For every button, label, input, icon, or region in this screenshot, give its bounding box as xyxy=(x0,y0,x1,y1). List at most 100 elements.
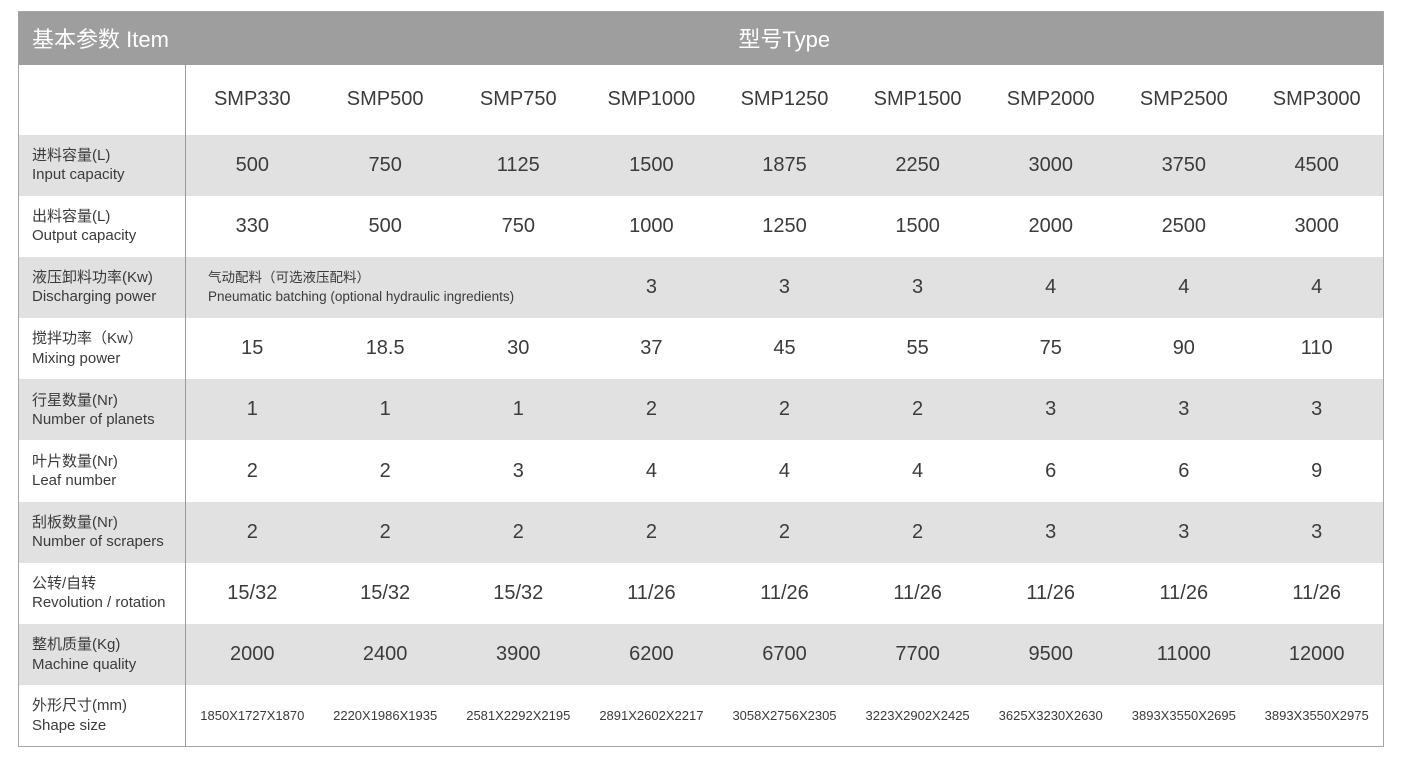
column-header-smp1000: SMP1000 xyxy=(607,88,696,110)
table-row: 出料容量(L) Output capacity 330 500 750 1000 1250 1… xyxy=(18,195,1384,257)
spec-value-cell: 1 xyxy=(379,398,391,421)
spec-value-cell: 11/26 xyxy=(1159,581,1209,604)
row-label-en: Input capacity xyxy=(32,166,125,184)
spec-value-cell: 3 xyxy=(512,459,524,482)
spec-value-cell: 3900 xyxy=(496,643,541,666)
spec-value-cell: 4 xyxy=(778,459,791,482)
column-header-smp500: SMP500 xyxy=(346,88,424,110)
spec-value-cell: 4 xyxy=(645,459,657,482)
spec-value-cell: 1500 xyxy=(629,153,674,176)
spec-value-cell: 18.5 xyxy=(365,337,405,360)
table-row: 公转/自转 Revolution / rotation 15/32 15/32 15/3… xyxy=(18,562,1384,624)
spec-value-cell: 7700 xyxy=(895,643,940,666)
spec-value-cell: 4 xyxy=(1045,275,1057,298)
spec-value-cell: 3 xyxy=(1045,520,1057,543)
spec-value-cell: 15/32 xyxy=(360,581,411,604)
spec-value-cell: 90 xyxy=(1172,337,1195,360)
spec-value-cell: 3 xyxy=(1178,520,1190,543)
spec-value-cell: 2000 xyxy=(1028,214,1073,237)
spec-value-cell: 2220X1986X1935 xyxy=(333,708,438,724)
spec-value-cell: 2 xyxy=(912,520,924,543)
spec-value-cell: 6 xyxy=(1045,459,1057,482)
row-label-en: Machine quality xyxy=(32,655,137,673)
row-label-zh: 整机质量(Kg) xyxy=(32,636,121,654)
spec-value-cell: 11/26 xyxy=(627,581,676,604)
spec-value-cell: 2400 xyxy=(362,643,408,666)
row-label-zh: 行星数量(Nr) xyxy=(32,391,118,409)
row-label-zh: 叶片数量(Nr) xyxy=(32,452,118,470)
spec-value-cell: 4 xyxy=(912,459,924,482)
row-label-en: Shape size xyxy=(32,716,107,734)
spec-value-cell: 11/26 xyxy=(893,581,942,604)
spec-value-cell: 37 xyxy=(640,337,663,360)
spec-value-cell: 4500 xyxy=(1294,153,1339,176)
spec-value-cell: 500 xyxy=(368,214,402,237)
spec-table: 基本参数 Item 型号Type SMP330 SMP500 SMP750 SMP10… xyxy=(18,11,1384,747)
spec-value-cell: 2 xyxy=(379,520,391,543)
column-header-smp1250: SMP1250 xyxy=(740,88,829,110)
spec-value-cell: 30 xyxy=(507,337,530,360)
row-label-zh: 搅拌功率（Kw） xyxy=(32,330,143,348)
table-row: 刮板数量(Nr) Number of scrapers 2 2 2 2 2 2 3 3 3 xyxy=(18,501,1384,563)
spec-value-cell: 15/32 xyxy=(227,581,278,604)
spec-value-cell: 1000 xyxy=(629,214,674,237)
table-title-row: 基本参数 Item 型号Type xyxy=(18,11,1384,65)
table-row: 进料容量(L) Input capacity 500 750 1125 1500 1875 2… xyxy=(18,134,1384,196)
spec-value-cell: 2 xyxy=(246,520,258,543)
row-label: 整机质量(Kg) Machine quality xyxy=(18,624,186,686)
spec-value-cell: 3 xyxy=(1178,398,1190,421)
spec-value-cell: 11/26 xyxy=(760,581,809,604)
spec-value-cell: 3000 xyxy=(1028,153,1073,176)
row-label-zh: 液压卸料功率(Kw) xyxy=(32,269,153,287)
row-label-zh: 出料容量(L) xyxy=(32,208,111,226)
spec-value-cell: 2 xyxy=(379,459,391,482)
spec-value-cell: 1 xyxy=(512,398,524,421)
spec-value-cell: 11000 xyxy=(1156,643,1211,666)
spec-value-cell: 3058X2756X2305 xyxy=(732,708,837,724)
spec-value-cell: 500 xyxy=(235,153,269,176)
row-label: 出料容量(L) Output capacity xyxy=(18,195,186,257)
spec-value-cell: 2 xyxy=(645,520,657,543)
row-label-en: Number of planets xyxy=(32,410,155,428)
column-header-smp330: SMP330 xyxy=(213,88,291,110)
spec-value-cell: 2891X2602X2217 xyxy=(599,708,704,724)
spec-value-cell: 9500 xyxy=(1028,643,1073,666)
spec-value-cell: 9 xyxy=(1311,459,1323,482)
spec-value-cell: 6200 xyxy=(629,643,674,666)
row-label: 叶片数量(Nr) Leaf number xyxy=(18,440,186,502)
spec-value-cell: 2250 xyxy=(895,153,940,176)
spec-value-cell: 3625X3230X2630 xyxy=(998,708,1103,724)
column-header-smp2000: SMP2000 xyxy=(1006,88,1095,110)
row-label-en: Discharging power xyxy=(32,288,157,306)
spec-value-cell: 1125 xyxy=(496,153,540,176)
merged-note-en: Pneumatic batching (optional hydraulic i… xyxy=(208,289,515,305)
spec-value-cell: 1 xyxy=(246,398,258,421)
basic-parameters-header: 基本参数 Item xyxy=(18,11,186,65)
spec-value-cell: 1500 xyxy=(895,214,940,237)
spec-value-cell: 1250 xyxy=(762,214,807,237)
row-label-en: Output capacity xyxy=(32,227,137,245)
row-label-en: Leaf number xyxy=(32,472,117,490)
spec-value-cell: 2 xyxy=(778,520,791,543)
spec-value-cell: 6 xyxy=(1178,459,1190,482)
spec-value-cell: 75 xyxy=(1039,337,1062,360)
spec-value-cell: 3893X3550X2695 xyxy=(1131,708,1236,724)
spec-value-cell: 6700 xyxy=(762,643,807,666)
spec-value-cell: 2000 xyxy=(230,643,275,666)
spec-value-cell: 2 xyxy=(778,398,791,421)
row-label: 外形尺寸(mm) Shape size xyxy=(18,685,186,747)
row-label-zh: 进料容量(L) xyxy=(32,146,111,164)
spec-value-cell: 3 xyxy=(778,275,791,298)
spec-value-cell: 2500 xyxy=(1161,214,1207,237)
spec-value-cell: 2 xyxy=(645,398,657,421)
spec-value-cell: 3 xyxy=(1311,520,1323,543)
table-row: 整机质量(Kg) Machine quality 2000 2400 3900 6200 6… xyxy=(18,624,1384,686)
column-header-smp1500: SMP1500 xyxy=(873,88,962,110)
table-row: 外形尺寸(mm) Shape size 1850X1727X1870 2220X198… xyxy=(18,685,1384,747)
spec-value-cell: 15/32 xyxy=(493,581,544,604)
row-label-en: Number of scrapers xyxy=(32,533,164,551)
spec-value-cell: 3223X2902X2425 xyxy=(865,708,970,724)
spec-value-cell: 1875 xyxy=(762,153,807,176)
row-label: 搅拌功率（Kw） Mixing power xyxy=(18,318,186,380)
